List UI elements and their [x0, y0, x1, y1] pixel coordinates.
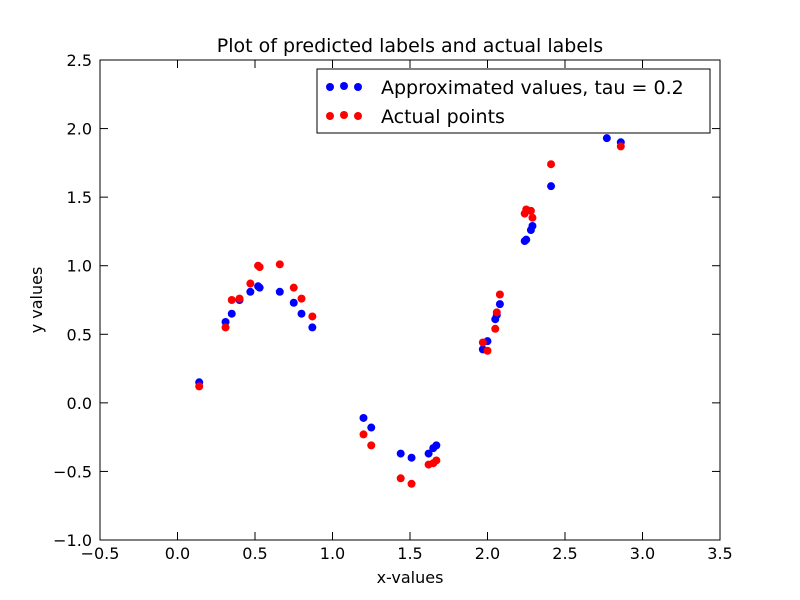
- legend-marker: [326, 112, 334, 120]
- data-point-series-1: [616, 142, 625, 151]
- y-tick-label: 2.5: [67, 51, 92, 70]
- legend-marker: [340, 82, 348, 90]
- data-point-series-0: [221, 317, 230, 326]
- data-point-series-1: [297, 294, 306, 303]
- data-point-series-0: [289, 298, 298, 307]
- x-tick-label: 3.5: [707, 544, 732, 563]
- y-tick-label: −0.5: [53, 462, 92, 481]
- data-point-series-1: [492, 308, 501, 317]
- legend-marker: [354, 83, 362, 91]
- data-point-series-1: [195, 382, 204, 391]
- data-point-series-0: [495, 300, 504, 309]
- x-axis-label: x-values: [377, 568, 444, 587]
- data-point-series-0: [424, 449, 433, 458]
- data-point-series-1: [227, 296, 236, 304]
- x-tick-label: 0.0: [165, 544, 190, 563]
- data-point-series-1: [407, 479, 416, 488]
- x-tick-label: 1.5: [397, 544, 422, 563]
- x-tick-label: 3.0: [630, 544, 655, 563]
- data-point-series-1: [221, 323, 230, 332]
- legend-marker: [354, 112, 362, 120]
- y-tick-label: 1.5: [67, 188, 92, 207]
- legend-entry-1: Actual points: [326, 106, 505, 128]
- data-point-series-0: [407, 453, 416, 462]
- data-point-series-1: [483, 346, 492, 355]
- data-point-series-0: [227, 309, 236, 318]
- data-point-series-1: [255, 263, 264, 272]
- data-points: [195, 134, 625, 488]
- data-point-series-1: [367, 441, 376, 450]
- data-point-series-0: [297, 309, 306, 318]
- x-tick-label: 1.0: [320, 544, 345, 563]
- data-point-series-0: [522, 235, 531, 244]
- data-point-series-1: [396, 474, 405, 483]
- data-point-series-1: [528, 213, 537, 222]
- legend-label: Actual points: [381, 106, 505, 128]
- data-point-series-1: [478, 338, 487, 347]
- data-point-series-1: [432, 456, 441, 465]
- data-point-series-0: [432, 441, 441, 450]
- data-point-series-0: [275, 287, 284, 296]
- legend-marker: [340, 111, 348, 119]
- x-tick-label: 2.0: [475, 544, 500, 563]
- axes: −0.5 0.0 0.5 1.0 1.5 2.0 2.5 3.0 3.5−1.0−0.50.00…: [53, 51, 733, 563]
- data-point-series-0: [308, 323, 317, 332]
- data-point-series-1: [495, 290, 504, 299]
- chart-title: Plot of predicted labels and actual labe…: [217, 35, 603, 57]
- data-point-series-0: [602, 134, 611, 143]
- data-point-series-1: [308, 312, 317, 321]
- x-tick-label: −0.5: [81, 544, 120, 563]
- y-tick-label: 2.0: [67, 120, 92, 139]
- x-tick-label: 0.5: [242, 544, 267, 563]
- legend-marker: [326, 83, 334, 91]
- legend: Approximated values, tau = 0.2 Actual poi…: [316, 68, 711, 134]
- data-point-series-0: [396, 449, 405, 458]
- data-point-series-1: [526, 206, 535, 215]
- x-tick-label: 2.5: [552, 544, 577, 563]
- y-tick-label: −1.0: [53, 531, 92, 550]
- data-point-series-1: [246, 279, 255, 288]
- data-point-series-1: [235, 294, 244, 303]
- data-point-series-0: [547, 182, 556, 191]
- data-point-series-0: [528, 221, 537, 230]
- data-point-series-0: [246, 287, 255, 296]
- y-tick-label: 0.5: [67, 325, 92, 344]
- y-axis-label: y values: [27, 267, 46, 334]
- legend-label: Approximated values, tau = 0.2: [381, 77, 684, 99]
- data-point-series-1: [275, 260, 284, 269]
- legend-box: [316, 68, 711, 134]
- data-point-series-1: [289, 283, 298, 292]
- data-point-series-0: [367, 423, 376, 432]
- data-point-series-1: [359, 430, 368, 439]
- y-tick-label: 0.0: [67, 394, 92, 413]
- data-point-series-1: [491, 324, 500, 333]
- data-point-series-0: [255, 283, 264, 292]
- data-point-series-0: [359, 413, 368, 422]
- data-point-series-1: [547, 160, 556, 169]
- legend-entry-0: Approximated values, tau = 0.2: [326, 77, 684, 99]
- y-tick-label: 1.0: [67, 257, 92, 276]
